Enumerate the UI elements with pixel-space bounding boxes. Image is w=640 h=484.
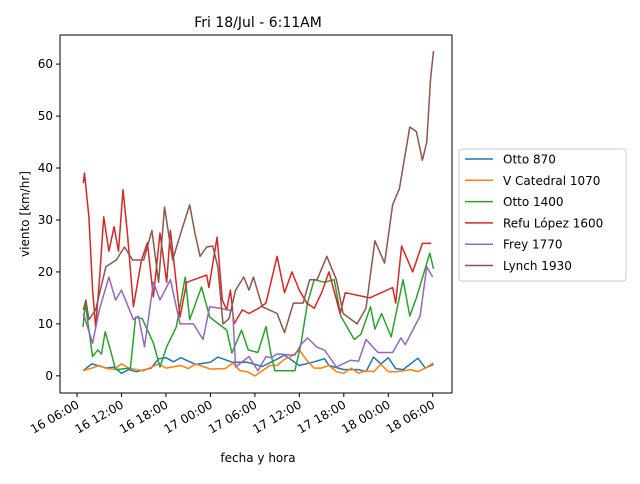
x-tick-label: 17 00:00 bbox=[161, 397, 214, 436]
x-tick-label: 18 00:00 bbox=[339, 397, 392, 436]
legend-frame bbox=[458, 148, 627, 282]
chart-title: Fri 18/Jul - 6:11AM bbox=[194, 15, 322, 31]
y-tick-label: 60 bbox=[38, 57, 53, 71]
x-tick-label: 17 12:00 bbox=[250, 397, 303, 436]
y-tick-label: 40 bbox=[38, 161, 53, 175]
legend-label: Frey 1770 bbox=[503, 238, 563, 252]
series-line-frey-1770 bbox=[82, 265, 434, 372]
x-tick-label: 18 06:00 bbox=[384, 397, 437, 436]
legend-label: Lynch 1930 bbox=[503, 259, 572, 273]
series-line-otto-870 bbox=[82, 354, 434, 375]
y-tick-label: 20 bbox=[38, 265, 53, 279]
x-axis-label: fecha y hora bbox=[220, 451, 295, 465]
y-tick-label: 50 bbox=[38, 109, 53, 123]
y-tick-label: 10 bbox=[38, 317, 53, 331]
y-tick-label: 0 bbox=[45, 369, 53, 383]
legend-label: V Catedral 1070 bbox=[503, 174, 600, 188]
series-line-lynch-1930 bbox=[82, 51, 435, 334]
plot-frame bbox=[59, 34, 453, 394]
plot-lines bbox=[82, 51, 435, 377]
series-line-otto-1400 bbox=[82, 252, 435, 372]
y-tick-label: 30 bbox=[38, 213, 53, 227]
x-tick-label: 17 18:00 bbox=[295, 397, 348, 436]
x-tick-label: 16 12:00 bbox=[73, 397, 126, 436]
x-tick-label: 16 18:00 bbox=[117, 397, 170, 436]
x-tick-label: 16 06:00 bbox=[28, 397, 81, 436]
legend-label: Otto 870 bbox=[503, 153, 556, 167]
legend: Otto 870 V Catedral 1070 Otto 1400 Refu Lóp… bbox=[458, 148, 627, 282]
series-line-v-catedral-1070 bbox=[82, 349, 434, 377]
series-line-refu-l-pez-1600 bbox=[82, 172, 432, 328]
y-axis-label: viento [km/hr] bbox=[18, 171, 32, 257]
y-axis-ticks: 0 10 20 30 40 50 60 bbox=[38, 57, 60, 383]
legend-label: Otto 1400 bbox=[503, 195, 564, 209]
legend-label: Refu López 1600 bbox=[503, 216, 603, 230]
x-tick-label: 17 06:00 bbox=[206, 397, 259, 436]
